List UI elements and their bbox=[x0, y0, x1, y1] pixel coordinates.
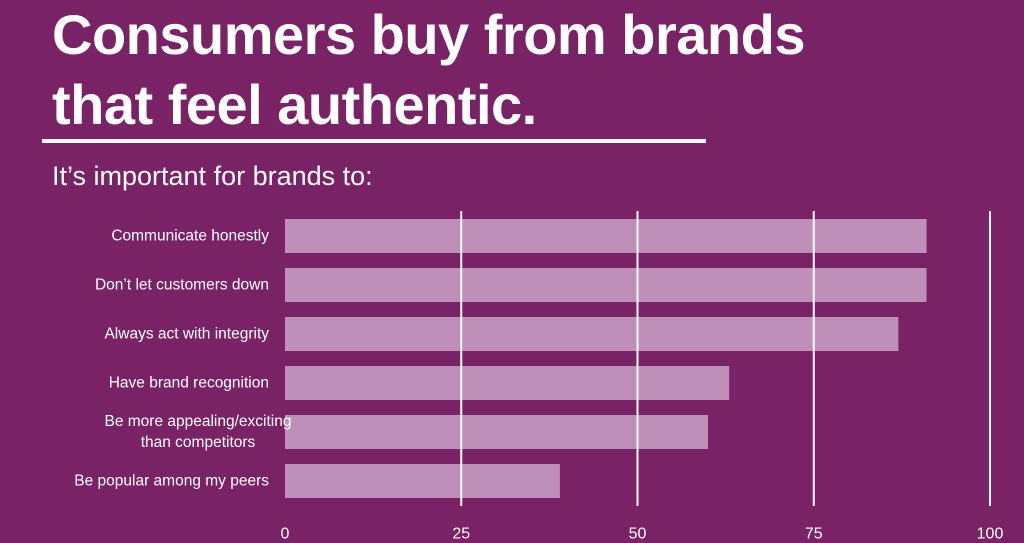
category-labels: Communicate honestly Don’t let customers … bbox=[74, 228, 291, 490]
bar-3 bbox=[285, 317, 899, 351]
bar-5 bbox=[285, 415, 708, 449]
category-label-6: Be popular among my peers bbox=[74, 473, 269, 490]
page-title: Consumers buy from brands that feel auth… bbox=[52, 0, 805, 140]
gridlines bbox=[460, 211, 991, 506]
title-line-1: Consumers buy from brands bbox=[52, 3, 805, 66]
x-tick-label-25: 25 bbox=[452, 526, 470, 543]
category-label-1: Communicate honestly bbox=[111, 228, 269, 245]
x-tick-label-75: 75 bbox=[805, 526, 823, 543]
category-label-5: Be more appealing/exciting than competito… bbox=[105, 413, 292, 451]
bar-6 bbox=[285, 464, 560, 498]
x-tick-label-0: 0 bbox=[281, 526, 290, 543]
x-tick-label-100: 100 bbox=[977, 526, 1004, 543]
x-tick-labels: 0 25 50 75 100 bbox=[281, 526, 1004, 543]
chart-subtitle: It’s important for brands to: bbox=[52, 161, 373, 191]
bar-2 bbox=[285, 268, 927, 302]
category-label-3: Always act with integrity bbox=[104, 326, 269, 343]
bar-group bbox=[285, 219, 927, 498]
category-label-4: Have brand recognition bbox=[109, 375, 269, 392]
bar-1 bbox=[285, 219, 927, 253]
x-tick-label-50: 50 bbox=[629, 526, 647, 543]
bar-4 bbox=[285, 366, 730, 400]
category-label-2: Don’t let customers down bbox=[95, 277, 269, 294]
title-line-2: that feel authentic. bbox=[52, 73, 537, 136]
title-underline bbox=[42, 139, 706, 143]
